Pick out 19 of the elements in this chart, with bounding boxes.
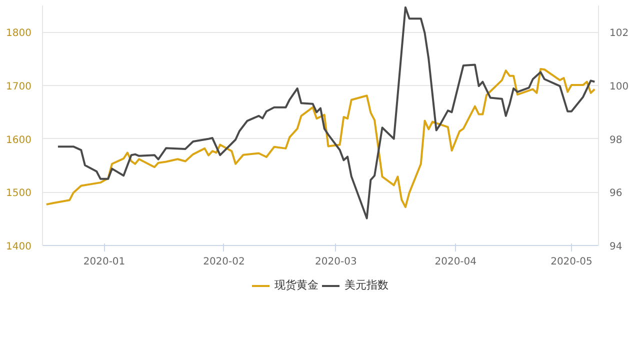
x-tick-label: 2020-01 [83,256,126,268]
y-tick-label: 1600 [6,134,32,146]
y-tick-label: 1800 [6,28,32,40]
legend-label: 美元指数 [344,278,388,292]
legend-label: 现货黄金 [274,278,318,292]
line-series [56,6,596,220]
y-tick-label: 1400 [6,242,32,252]
y2-tick-label: 94 [610,242,622,252]
x-tick-label: 2020-05 [550,256,592,268]
y-tick-label: 1500 [6,188,32,200]
y2-tick-label: 100 [610,82,629,92]
x-tick-label: 2020-02 [203,256,245,268]
x-tick-label: 2020-03 [315,256,357,268]
y2-tick-label: 96 [610,188,622,200]
y-tick-label: 1700 [6,82,32,92]
y2-tick-label: 98 [610,134,622,146]
line-series [45,68,596,208]
x-tick-label: 2020-04 [434,256,477,268]
y2-tick-label: 102 [610,28,629,40]
